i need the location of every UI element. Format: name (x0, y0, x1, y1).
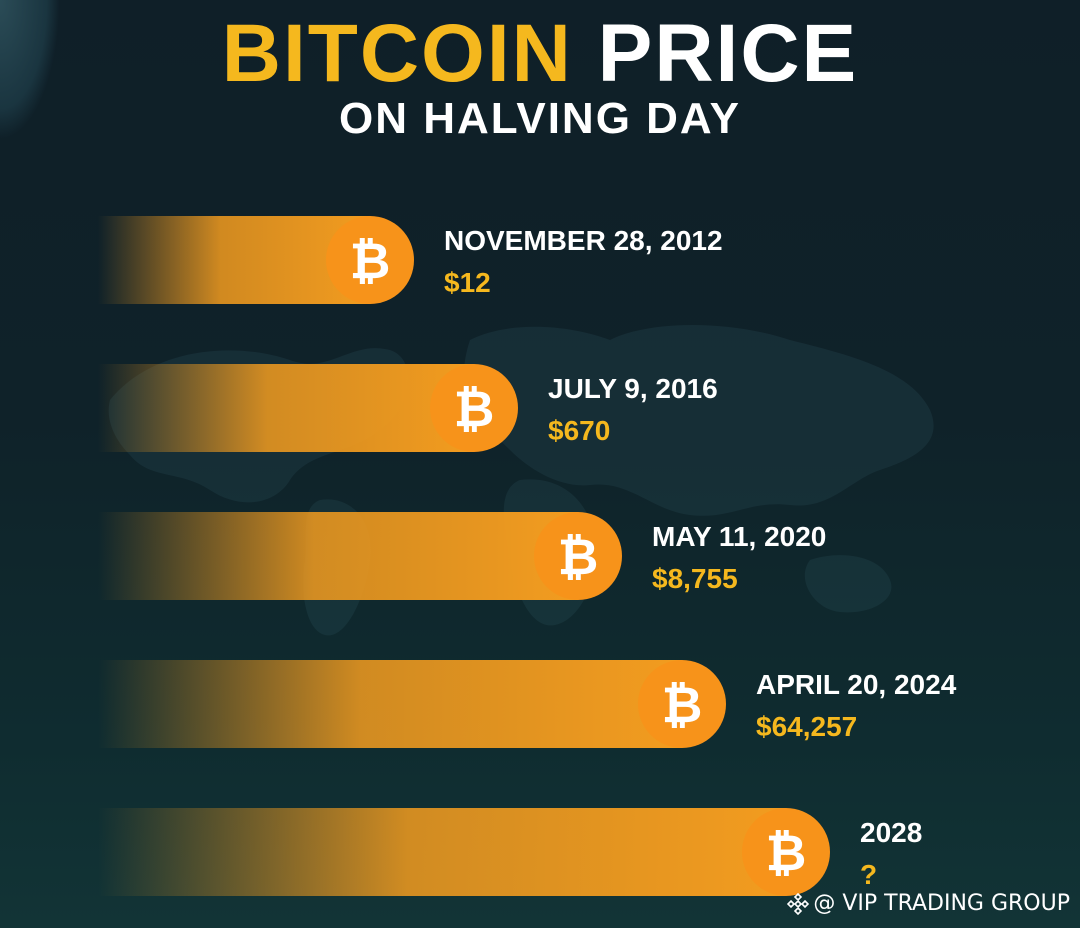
bar (98, 216, 370, 304)
price-label: $12 (444, 267, 491, 298)
bitcoin-symbol-icon: ₿ (558, 528, 599, 586)
watermark: @ VIP TRADING GROUP (787, 890, 1070, 918)
date-label: NOVEMBER 28, 2012 (444, 225, 723, 256)
bitcoin-coin-icon (430, 364, 518, 452)
date-label: JULY 9, 2016 (548, 373, 718, 404)
bar (98, 660, 682, 748)
bar (98, 512, 578, 600)
date-label: 2028 (860, 817, 922, 848)
date-label: APRIL 20, 2024 (756, 669, 957, 700)
date-label: MAY 11, 2020 (652, 521, 826, 552)
bitcoin-symbol-icon: ₿ (662, 676, 703, 734)
bitcoin-coin-icon (534, 512, 622, 600)
title-price: PRICE (597, 8, 859, 99)
bar (98, 364, 474, 452)
bitcoin-coin-icon (742, 808, 830, 896)
watermark-text: @ VIP TRADING GROUP (813, 891, 1070, 916)
bar (98, 808, 786, 896)
bitcoin-coin-icon (638, 660, 726, 748)
price-label: $64,257 (756, 711, 857, 742)
price-label: $670 (548, 415, 610, 446)
page-subtitle: ON HALVING DAY (338, 94, 742, 143)
bitcoin-symbol-icon: ₿ (350, 232, 391, 290)
bitcoin-symbol-icon: ₿ (766, 824, 807, 882)
page-title: BITCOIN PRICE (0, 8, 1080, 100)
price-label: $8,755 (652, 563, 738, 594)
title-bitcoin: BITCOIN (221, 8, 573, 99)
price-label: ? (860, 859, 877, 890)
binance-diamond-icon (787, 893, 810, 915)
background-corner-wave (0, 0, 60, 140)
bitcoin-coin-icon (326, 216, 414, 304)
bitcoin-symbol-icon: ₿ (454, 380, 495, 438)
